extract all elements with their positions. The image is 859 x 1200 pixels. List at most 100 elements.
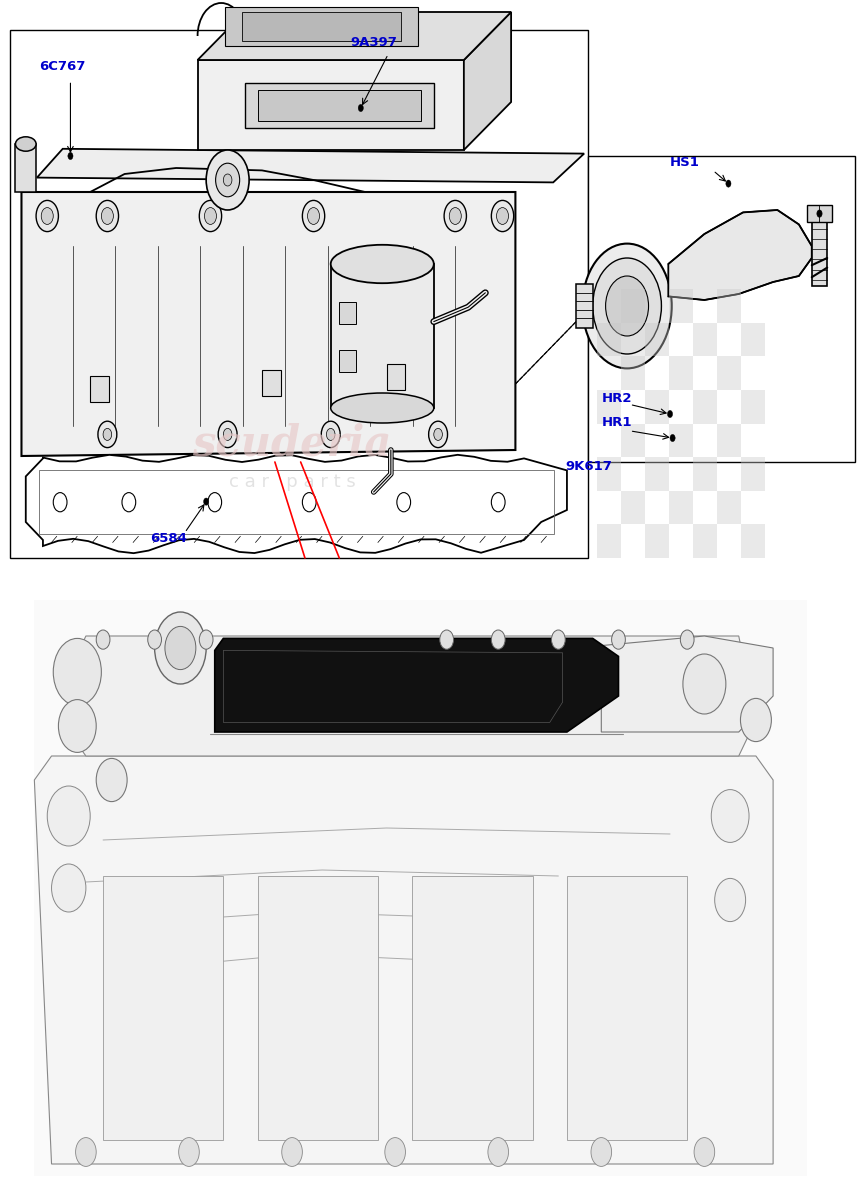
Circle shape bbox=[204, 498, 209, 505]
Bar bbox=[741, 457, 765, 491]
Circle shape bbox=[385, 1138, 405, 1166]
Circle shape bbox=[726, 180, 731, 187]
Polygon shape bbox=[37, 149, 584, 182]
Bar bbox=[669, 424, 693, 457]
Circle shape bbox=[216, 163, 240, 197]
Circle shape bbox=[155, 612, 206, 684]
Circle shape bbox=[817, 210, 822, 217]
Circle shape bbox=[612, 630, 625, 649]
Bar bbox=[645, 323, 669, 356]
Bar bbox=[717, 289, 741, 323]
Bar bbox=[597, 390, 621, 424]
Bar bbox=[621, 491, 645, 524]
Bar bbox=[597, 323, 621, 356]
Bar bbox=[10, 30, 588, 558]
Circle shape bbox=[223, 428, 232, 440]
Text: 6C767: 6C767 bbox=[39, 60, 85, 72]
Circle shape bbox=[740, 698, 771, 742]
Bar bbox=[693, 457, 717, 491]
Bar bbox=[412, 876, 533, 1140]
Bar bbox=[339, 350, 356, 372]
Polygon shape bbox=[331, 264, 434, 408]
Circle shape bbox=[302, 492, 316, 511]
Circle shape bbox=[593, 258, 661, 354]
Circle shape bbox=[488, 1138, 509, 1166]
Polygon shape bbox=[15, 144, 36, 192]
Polygon shape bbox=[242, 12, 400, 41]
Circle shape bbox=[434, 428, 442, 440]
Circle shape bbox=[204, 208, 216, 224]
Bar bbox=[621, 289, 645, 323]
Bar bbox=[717, 424, 741, 457]
Bar bbox=[693, 390, 717, 424]
Polygon shape bbox=[225, 7, 418, 46]
Circle shape bbox=[218, 421, 237, 448]
Text: HR2: HR2 bbox=[601, 392, 632, 404]
Circle shape bbox=[98, 421, 117, 448]
Circle shape bbox=[429, 421, 448, 448]
Bar bbox=[34, 600, 807, 1176]
Bar bbox=[693, 323, 717, 356]
Circle shape bbox=[326, 428, 335, 440]
Ellipse shape bbox=[331, 245, 434, 283]
Circle shape bbox=[96, 630, 110, 649]
Bar bbox=[717, 491, 741, 524]
Circle shape bbox=[282, 1138, 302, 1166]
Bar bbox=[645, 457, 669, 491]
Polygon shape bbox=[215, 638, 618, 732]
Ellipse shape bbox=[331, 392, 434, 422]
Text: 9K617: 9K617 bbox=[565, 461, 612, 473]
Bar bbox=[717, 356, 741, 390]
Polygon shape bbox=[258, 90, 421, 121]
Bar bbox=[621, 424, 645, 457]
Text: c a r   p a r t s: c a r p a r t s bbox=[228, 473, 356, 492]
Circle shape bbox=[52, 864, 86, 912]
Circle shape bbox=[165, 626, 196, 670]
Circle shape bbox=[444, 200, 466, 232]
Polygon shape bbox=[245, 83, 434, 128]
Text: scuderia: scuderia bbox=[192, 422, 392, 464]
Circle shape bbox=[683, 654, 726, 714]
Circle shape bbox=[199, 200, 222, 232]
Circle shape bbox=[179, 1138, 199, 1166]
Bar bbox=[669, 491, 693, 524]
Circle shape bbox=[53, 492, 67, 511]
Polygon shape bbox=[69, 636, 756, 756]
Circle shape bbox=[68, 152, 73, 160]
Bar bbox=[597, 457, 621, 491]
Text: 6584: 6584 bbox=[150, 533, 187, 545]
Circle shape bbox=[440, 630, 454, 649]
Bar bbox=[741, 390, 765, 424]
Circle shape bbox=[491, 492, 505, 511]
Circle shape bbox=[308, 208, 320, 224]
Circle shape bbox=[103, 428, 112, 440]
Bar bbox=[597, 524, 621, 558]
Circle shape bbox=[551, 630, 565, 649]
Bar bbox=[741, 323, 765, 356]
Circle shape bbox=[606, 276, 649, 336]
Circle shape bbox=[711, 790, 749, 842]
Bar bbox=[669, 356, 693, 390]
Circle shape bbox=[670, 434, 675, 442]
Polygon shape bbox=[198, 60, 464, 150]
Bar bbox=[262, 370, 281, 396]
Circle shape bbox=[41, 208, 53, 224]
Bar bbox=[741, 524, 765, 558]
Ellipse shape bbox=[15, 137, 36, 151]
Circle shape bbox=[491, 200, 514, 232]
Text: HS1: HS1 bbox=[670, 156, 700, 168]
Text: 9A397: 9A397 bbox=[350, 36, 398, 49]
Circle shape bbox=[101, 208, 113, 224]
Circle shape bbox=[148, 630, 161, 649]
Circle shape bbox=[36, 200, 58, 232]
Polygon shape bbox=[807, 205, 832, 222]
Polygon shape bbox=[21, 192, 515, 456]
Circle shape bbox=[96, 200, 119, 232]
Circle shape bbox=[302, 200, 325, 232]
Circle shape bbox=[199, 630, 213, 649]
Bar bbox=[645, 524, 669, 558]
Circle shape bbox=[680, 630, 694, 649]
Circle shape bbox=[321, 421, 340, 448]
Bar bbox=[387, 364, 405, 390]
Circle shape bbox=[358, 104, 363, 112]
